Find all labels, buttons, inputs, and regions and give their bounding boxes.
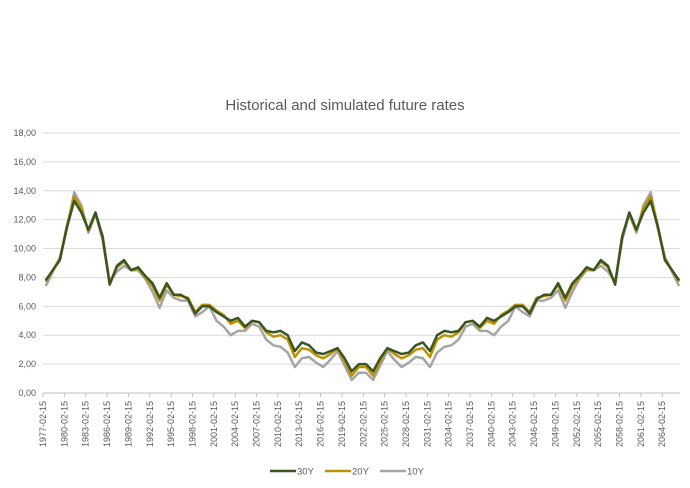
- x-tick-label: 1989-02-15: [123, 401, 133, 447]
- y-tick-label: 16,00: [13, 157, 36, 167]
- gridlines: [43, 132, 680, 394]
- x-tick-label: 2004-02-15: [230, 401, 240, 447]
- x-tick-label: 1977-02-15: [38, 401, 48, 447]
- legend-label: 20Y: [352, 467, 370, 478]
- x-tick-label: 2055-02-15: [593, 401, 603, 447]
- x-tick-label: 2022-02-15: [358, 401, 368, 447]
- x-tick-label: 1980-02-15: [59, 401, 69, 447]
- series-line-30Y: [44, 199, 681, 373]
- y-tick-label: 6,00: [18, 301, 36, 311]
- x-tick-label: 2016-02-15: [316, 401, 326, 447]
- x-tick-label: 2043-02-15: [508, 401, 518, 447]
- y-tick-label: 12,00: [13, 215, 36, 225]
- x-tick-label: 2019-02-15: [337, 401, 347, 447]
- x-tick-label: 2001-02-15: [209, 401, 219, 447]
- legend-label: 10Y: [407, 467, 425, 478]
- y-tick-label: 8,00: [18, 272, 36, 282]
- y-tick-label: 10,00: [13, 244, 36, 254]
- x-tick-label: 2007-02-15: [252, 401, 262, 447]
- x-tick-label: 2034-02-15: [444, 401, 454, 447]
- x-tick-label: 2046-02-15: [529, 401, 539, 447]
- x-tick-label: 2058-02-15: [615, 401, 625, 447]
- y-tick-label: 4,00: [18, 330, 36, 340]
- x-tick-label: 2040-02-15: [486, 401, 496, 447]
- series-lines: [44, 190, 681, 382]
- y-tick-label: 0,00: [18, 388, 36, 398]
- y-tick-label: 2,00: [18, 359, 36, 369]
- x-tick-label: 2052-02-15: [572, 401, 582, 447]
- y-axis: 0,00 2,00 4,00 6,00 8,00 10,00 12,00 14,00 16,00…: [13, 128, 36, 398]
- x-tick-label: 2028-02-15: [401, 401, 411, 447]
- x-tick-label: 1986-02-15: [102, 401, 112, 447]
- series-line-20Y: [44, 195, 681, 377]
- y-tick-label: 18,00: [13, 128, 36, 138]
- x-tick-label: 1995-02-15: [166, 401, 176, 447]
- x-tick-label: 2031-02-15: [422, 401, 432, 447]
- legend: 30Y 20Y 10Y: [270, 467, 425, 478]
- x-tick-label: 2061-02-15: [636, 401, 646, 447]
- x-tick-label: 2013-02-15: [294, 401, 304, 447]
- x-tick-label: 1983-02-15: [81, 401, 91, 447]
- x-axis: 1977-02-15 1980-02-15 1983-02-15 1986-02-15…: [38, 393, 667, 447]
- x-tick-label: 2049-02-15: [550, 401, 560, 447]
- chart-title: Historical and simulated future rates: [225, 97, 464, 114]
- x-tick-label: 1992-02-15: [145, 401, 155, 447]
- x-tick-label: 2010-02-15: [273, 401, 283, 447]
- x-tick-label: 2025-02-15: [380, 401, 390, 447]
- x-tick-label: 2037-02-15: [465, 401, 475, 447]
- legend-label: 30Y: [297, 467, 315, 478]
- series-line-10Y: [44, 190, 681, 382]
- x-tick-label: 1998-02-15: [187, 401, 197, 447]
- y-tick-label: 14,00: [13, 186, 36, 196]
- x-tick-label: 2064-02-15: [657, 401, 667, 447]
